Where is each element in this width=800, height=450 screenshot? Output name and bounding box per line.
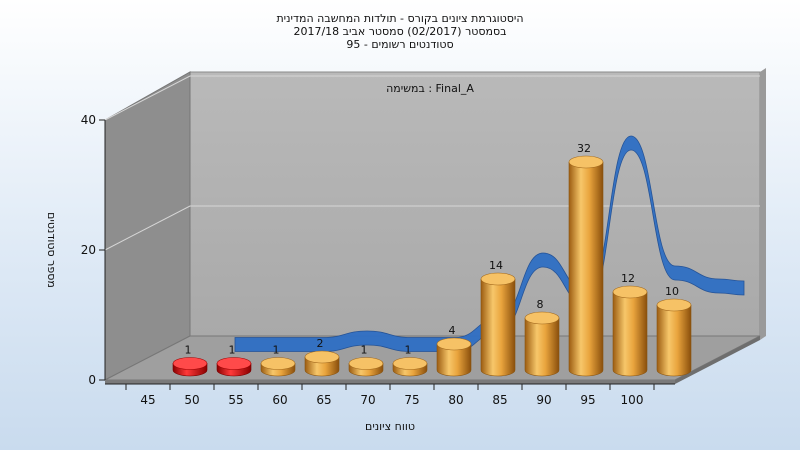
x-tick-label: 90 (536, 393, 551, 407)
data-label: 1 (405, 344, 412, 357)
bar-top (348, 357, 384, 370)
bar (216, 357, 252, 377)
chart-title: היסטוגרמת ציונים בקורס - תולדות המחשבה ה… (0, 12, 800, 51)
trend-ribbon (234, 135, 745, 352)
bar (172, 357, 208, 377)
bar-top (480, 272, 516, 286)
bar-top (656, 298, 692, 312)
bar-body (480, 278, 516, 377)
y-axis: 0 20 40 (81, 113, 106, 387)
x-tick-label: 60 (272, 393, 287, 407)
bar-body (436, 343, 472, 377)
bar (260, 357, 296, 377)
bar (348, 357, 384, 377)
back-wall-edge (760, 68, 766, 340)
title-line-3: סטודנטים רשומים - 95 (346, 38, 454, 51)
x-tick-label: 80 (448, 393, 463, 407)
data-label: 1 (273, 344, 280, 357)
bar (480, 272, 516, 377)
y-axis-label: מספר סטודנטים (45, 212, 58, 288)
bar (436, 337, 472, 377)
bar (656, 298, 692, 377)
data-label: 1 (185, 344, 192, 357)
x-tick-label: 95 (580, 393, 595, 407)
y-tick-label: 0 (88, 373, 96, 387)
y-tick-label: 20 (81, 243, 96, 257)
x-axis-label: טווח ציונים (365, 420, 415, 433)
y-tick-label: 40 (81, 113, 96, 127)
bar (568, 155, 604, 377)
bar (304, 350, 340, 377)
bar-body (524, 317, 560, 377)
data-label: 8 (537, 298, 544, 311)
bar (524, 311, 560, 377)
bar-top (216, 357, 252, 370)
data-label: 10 (665, 285, 679, 298)
bar (392, 357, 428, 377)
data-label: 1 (361, 344, 368, 357)
bar-top (260, 357, 296, 370)
bar-top (436, 337, 472, 351)
floor-side-edge (675, 336, 760, 384)
bars (172, 155, 692, 377)
x-tick-label: 70 (360, 393, 375, 407)
data-label: 32 (577, 142, 591, 155)
bar-body (612, 291, 648, 377)
x-tick-label: 100 (621, 393, 644, 407)
bar-body (568, 161, 604, 377)
gridline (104, 75, 760, 121)
x-tick-label: 65 (316, 393, 331, 407)
data-label: 1 (229, 344, 236, 357)
data-label: 12 (621, 272, 635, 285)
x-tick-label: 85 (492, 393, 507, 407)
x-tick-label: 55 (228, 393, 243, 407)
bar-top (392, 357, 428, 370)
x-tick-label: 50 (184, 393, 199, 407)
x-axis: 45 50 55 60 65 70 75 80 85 90 95 100 (105, 383, 675, 407)
bar-top (524, 311, 560, 325)
data-label: 2 (317, 337, 324, 350)
title-line-2: בסמסטר (02/2017) סמסטר אביב 2017/18 (293, 25, 507, 38)
x-tick-label: 45 (140, 393, 155, 407)
bar-top (304, 350, 340, 364)
left-wall (104, 71, 191, 381)
bar-top (612, 285, 648, 299)
title-line-1: היסטוגרמת ציונים בקורס - תולדות המחשבה ה… (276, 12, 524, 25)
bar-top (172, 357, 208, 370)
chart-subtitle: במשימה : Final_A (386, 82, 474, 95)
data-label: 14 (489, 259, 503, 272)
x-tick-label: 75 (404, 393, 419, 407)
floor-front-edge (105, 380, 675, 384)
data-label: 4 (449, 324, 456, 337)
bar (612, 285, 648, 377)
trend-ribbon-shape (234, 135, 745, 352)
bar-body (656, 304, 692, 377)
bar-top (568, 155, 604, 169)
